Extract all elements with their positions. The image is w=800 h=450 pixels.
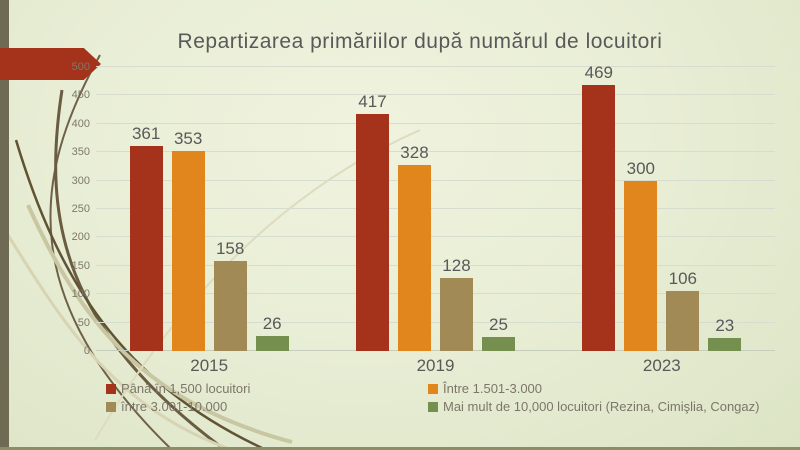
legend-label: Până în 1,500 locuitori: [121, 381, 251, 396]
y-axis-label: 350: [71, 146, 90, 159]
bar: 128: [439, 256, 473, 351]
bar-group: 361 353 158 26: [96, 67, 322, 351]
bar-value-label: 361: [131, 123, 161, 143]
x-axis-label: 2023: [642, 356, 681, 375]
gridline: [96, 66, 775, 67]
bar-value-label: 158: [215, 239, 245, 259]
bar: 106: [666, 269, 700, 351]
y-axis-label: 300: [71, 174, 90, 187]
bar-group: 417 328 128 25: [322, 67, 548, 351]
gridline: [96, 264, 775, 266]
bar-value-label: 25: [489, 314, 508, 334]
legend-label: Între 1.501-3.000: [443, 381, 543, 396]
y-axis-label: 500: [71, 61, 90, 73]
left-stripe-decoration: [0, 0, 9, 447]
bar-value-label: 300: [626, 158, 655, 178]
plot-area: 361 353 158 26 417 328 128 25 469 300 106 23: [96, 63, 775, 351]
bar-value-label: 353: [173, 128, 203, 148]
y-axis-label: 100: [71, 288, 90, 301]
legend-marker-icon: [106, 383, 116, 394]
y-axis-label: 0: [83, 345, 90, 357]
bar: 26: [255, 314, 289, 351]
bar: 469: [582, 63, 616, 351]
x-axis-label: 2019: [416, 356, 455, 375]
legend-item: Mai mult de 10,000 locuitori (Rezina, Ci…: [428, 399, 766, 414]
bar-value-label: 417: [358, 92, 387, 112]
legend-item: Până în 1,500 locuitori: [106, 381, 428, 396]
legend-label: Mai mult de 10,000 locuitori (Rezina, Ci…: [443, 399, 760, 414]
gridline: [96, 350, 775, 351]
y-axis-label: 250: [71, 203, 90, 215]
bar-group: 469 300 106 23: [549, 63, 775, 351]
bar-value-label: 128: [442, 256, 471, 276]
bar-groups: 361 353 158 26 417 328 128 25 469 300 106 23: [96, 63, 775, 351]
bar-value-label: 328: [400, 142, 429, 162]
y-axis: 0 50 100 150 200 250 300 350 400 450 500: [44, 61, 90, 357]
gridline: [96, 94, 775, 96]
bar-value-label: 469: [584, 62, 613, 82]
x-axis-label: 2015: [190, 356, 229, 375]
gridline: [96, 179, 775, 181]
y-axis-label: 150: [71, 259, 90, 272]
legend-marker-icon: [428, 401, 438, 412]
gridline: [96, 321, 775, 323]
y-axis-label: 450: [71, 89, 90, 102]
gridline: [96, 236, 775, 238]
bar-value-label: 106: [668, 268, 697, 288]
x-axis: 2015 2019 2023: [96, 356, 775, 376]
y-axis-label: 400: [71, 117, 90, 130]
bottom-border-decoration: [0, 447, 800, 450]
gridline: [96, 122, 775, 124]
gridline: [96, 151, 775, 153]
gridline: [96, 208, 775, 209]
y-axis-label: 50: [77, 316, 90, 329]
gridline: [96, 293, 775, 295]
legend-label: între 3.001-10.000: [121, 399, 228, 414]
bar: 25: [481, 315, 515, 351]
legend-item: Între 1.501-3.000: [428, 381, 766, 396]
bar: 361: [129, 124, 163, 351]
bar-value-label: 23: [715, 315, 735, 335]
bar: 328: [397, 143, 431, 351]
legend-marker-icon: [106, 401, 116, 412]
chart-legend: Până în 1,500 locuitori Între 1.501-3.000…: [106, 381, 766, 414]
bar-value-label: 26: [262, 314, 282, 334]
bar: 300: [624, 159, 658, 351]
bar: 158: [213, 239, 247, 351]
bar: 23: [708, 316, 742, 351]
red-arrow-decoration: [0, 48, 101, 80]
legend-marker-icon: [428, 383, 438, 394]
legend-item: între 3.001-10.000: [106, 399, 428, 414]
chart-title: Repartizarea primăriilor după numărul de…: [177, 30, 663, 53]
bar: 417: [355, 92, 389, 351]
bar: 353: [171, 129, 205, 351]
y-axis-label: 200: [71, 231, 90, 244]
